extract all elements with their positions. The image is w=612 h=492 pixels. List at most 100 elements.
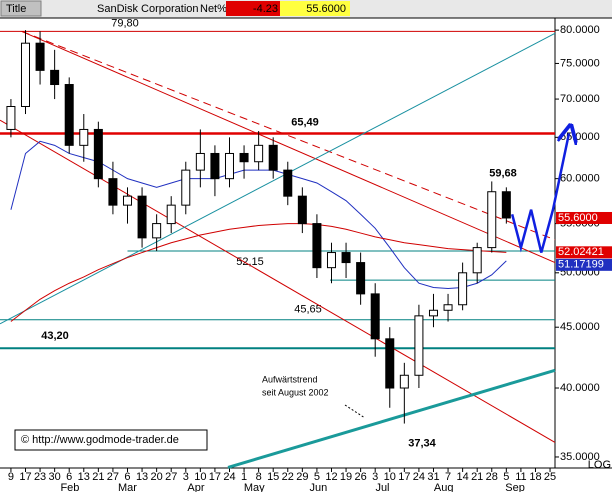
note: seit August 2002 bbox=[262, 387, 329, 397]
level-label: 52,15 bbox=[236, 256, 264, 268]
title-box bbox=[0, 0, 42, 17]
month-label: Apr bbox=[187, 482, 204, 492]
y-tick-label: 80.0000 bbox=[560, 24, 600, 36]
candle-body bbox=[108, 178, 118, 206]
x-tick-label: 6 bbox=[124, 471, 130, 483]
x-tick-label: 3 bbox=[372, 471, 378, 483]
candle-body bbox=[79, 128, 89, 146]
candle-body bbox=[50, 69, 60, 86]
candle-body bbox=[385, 338, 395, 389]
price-tag-label: 52.02421 bbox=[558, 246, 604, 258]
candle-body bbox=[297, 195, 307, 225]
y-tick-label: 45.0000 bbox=[560, 321, 600, 333]
x-tick-label: 20 bbox=[151, 471, 163, 483]
candle-body bbox=[268, 144, 278, 171]
x-tick-label: 21 bbox=[471, 471, 483, 483]
note-pointer bbox=[344, 404, 366, 419]
x-tick-label: 17 bbox=[19, 471, 31, 483]
trendline bbox=[0, 32, 556, 325]
x-tick-label: 5 bbox=[503, 471, 509, 483]
trendline bbox=[21, 30, 556, 241]
month-label: May bbox=[244, 482, 265, 492]
y-tick-label: 60.0000 bbox=[560, 173, 600, 185]
x-tick-label: 24 bbox=[223, 471, 235, 483]
price-tag bbox=[556, 258, 612, 271]
candle-body bbox=[64, 84, 74, 146]
x-tick-label: 25 bbox=[544, 471, 556, 483]
candle-body bbox=[472, 247, 482, 274]
trendline bbox=[0, 119, 556, 443]
candle-body bbox=[326, 252, 336, 269]
x-tick-label: 3 bbox=[183, 471, 189, 483]
candle-body bbox=[370, 293, 380, 340]
month-label: Sep bbox=[505, 482, 525, 492]
candle-body bbox=[341, 252, 351, 264]
x-tick-label: 22 bbox=[282, 471, 294, 483]
last-box bbox=[280, 1, 350, 16]
candle-body bbox=[195, 152, 205, 171]
x-tick-label: 13 bbox=[136, 471, 148, 483]
x-tick-label: 9 bbox=[8, 471, 14, 483]
x-tick-label: 28 bbox=[486, 471, 498, 483]
copyright: © http://www.godmode-trader.de bbox=[21, 434, 179, 446]
candle-body bbox=[283, 169, 293, 197]
projection bbox=[510, 133, 569, 253]
price-tag bbox=[556, 246, 612, 259]
candle-body bbox=[122, 195, 132, 206]
candle-body bbox=[254, 144, 264, 163]
x-tick-label: 1 bbox=[241, 471, 247, 483]
x-tick-label: 19 bbox=[340, 471, 352, 483]
candle-body bbox=[239, 152, 249, 163]
x-tick-label: 13 bbox=[78, 471, 90, 483]
axis-label: LOG bbox=[588, 459, 611, 471]
note: Aufwärtstrend bbox=[262, 374, 318, 384]
candle-body bbox=[137, 195, 147, 239]
x-tick-label: 10 bbox=[194, 471, 206, 483]
candle-body bbox=[20, 42, 30, 107]
x-tick-label: 30 bbox=[49, 471, 61, 483]
x-tick-label: 6 bbox=[66, 471, 72, 483]
y-tick-label: 75.0000 bbox=[560, 57, 600, 69]
month-label: Aug bbox=[434, 482, 454, 492]
candle-body bbox=[399, 374, 409, 389]
x-tick-label: 18 bbox=[529, 471, 541, 483]
x-tick-label: 17 bbox=[209, 471, 221, 483]
header-net-label: Net% bbox=[200, 3, 227, 15]
candle-body bbox=[414, 315, 424, 376]
level-label: 65,49 bbox=[291, 116, 319, 128]
y-tick-label: 65.0000 bbox=[560, 131, 600, 143]
candle-body bbox=[224, 152, 234, 180]
level-label: 79,80 bbox=[111, 17, 139, 29]
candle-body bbox=[356, 262, 366, 295]
candle-body bbox=[458, 272, 468, 306]
candle-body bbox=[312, 223, 322, 269]
candle-body bbox=[6, 105, 16, 130]
header-name: SanDisk Corporation bbox=[97, 3, 199, 15]
month-label: Jun bbox=[309, 482, 327, 492]
x-tick-label: 7 bbox=[445, 471, 451, 483]
price-tag-label: 51.17199 bbox=[558, 259, 604, 271]
candle-body bbox=[210, 152, 220, 180]
candle-body bbox=[181, 169, 191, 206]
copyright-box bbox=[14, 429, 208, 451]
x-tick-label: 5 bbox=[314, 471, 320, 483]
y-tick-label: 70.0000 bbox=[560, 93, 600, 105]
header-net: -4.23 bbox=[253, 3, 278, 15]
x-tick-label: 29 bbox=[296, 471, 308, 483]
header-last: 55.6000 bbox=[306, 3, 346, 15]
trendline bbox=[227, 368, 556, 469]
price-tag bbox=[556, 211, 612, 224]
x-tick-label: 12 bbox=[325, 471, 337, 483]
moving-average bbox=[10, 223, 507, 322]
x-tick-label: 15 bbox=[267, 471, 279, 483]
month-label: Jul bbox=[375, 482, 389, 492]
x-tick-label: 27 bbox=[107, 471, 119, 483]
candle-body bbox=[152, 223, 162, 239]
candle-body bbox=[93, 128, 103, 180]
candle-body bbox=[35, 42, 45, 71]
x-tick-label: 24 bbox=[413, 471, 425, 483]
annotation: 37,34 bbox=[408, 437, 436, 449]
candle-body bbox=[487, 191, 497, 249]
x-tick-label: 31 bbox=[427, 471, 439, 483]
